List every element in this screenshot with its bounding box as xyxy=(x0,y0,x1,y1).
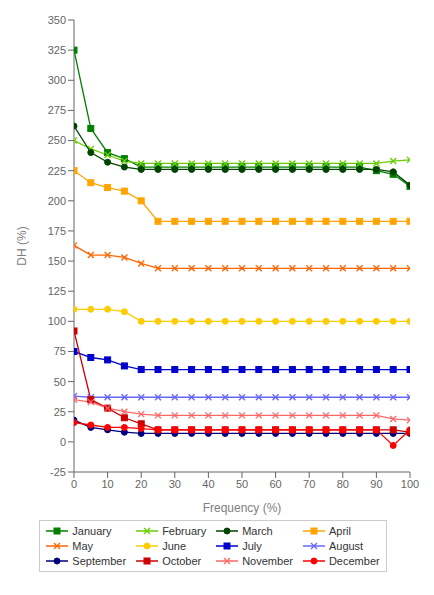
html-text:December: December xyxy=(328,555,380,567)
html-text:May: May xyxy=(72,540,94,552)
svg-text:60: 60 xyxy=(269,478,281,490)
svg-text:40: 40 xyxy=(202,478,214,490)
svg-text:DH (%): DH (%) xyxy=(15,226,29,265)
svg-text:70: 70 xyxy=(303,478,315,490)
html-text:April: April xyxy=(328,525,351,537)
svg-text:20: 20 xyxy=(135,478,147,490)
html-text:June: June xyxy=(162,540,186,552)
html-text:August: August xyxy=(328,540,364,552)
html-text:July: July xyxy=(242,540,262,552)
svg-text:300: 300 xyxy=(48,74,66,86)
svg-text:350: 350 xyxy=(48,14,66,26)
svg-text:80: 80 xyxy=(337,478,349,490)
html-text:January: January xyxy=(72,525,112,537)
svg-text:150: 150 xyxy=(48,255,66,267)
svg-text:10: 10 xyxy=(101,478,113,490)
svg-text:25: 25 xyxy=(54,406,66,418)
svg-text:90: 90 xyxy=(370,478,382,490)
svg-text:250: 250 xyxy=(48,134,66,146)
svg-text:50: 50 xyxy=(54,376,66,388)
svg-text:225: 225 xyxy=(48,165,66,177)
html-text:February: February xyxy=(162,525,207,537)
svg-text:100: 100 xyxy=(401,478,419,490)
svg-text:325: 325 xyxy=(48,44,66,56)
svg-text:175: 175 xyxy=(48,225,66,237)
html-text:September: September xyxy=(72,555,127,567)
html-text:March: March xyxy=(242,525,273,537)
svg-text:30: 30 xyxy=(169,478,181,490)
svg-text:Frequency (%): Frequency (%) xyxy=(203,501,282,515)
svg-text:0: 0 xyxy=(60,436,66,448)
svg-text:100: 100 xyxy=(48,315,66,327)
svg-text:125: 125 xyxy=(48,285,66,297)
svg-text:200: 200 xyxy=(48,195,66,207)
html-text:November: November xyxy=(242,555,293,567)
svg-text:275: 275 xyxy=(48,104,66,116)
html-text:October: October xyxy=(162,555,202,567)
svg-text:50: 50 xyxy=(236,478,248,490)
svg-text:-25: -25 xyxy=(50,466,66,478)
svg-text:0: 0 xyxy=(71,478,77,490)
svg-text:75: 75 xyxy=(54,345,66,357)
